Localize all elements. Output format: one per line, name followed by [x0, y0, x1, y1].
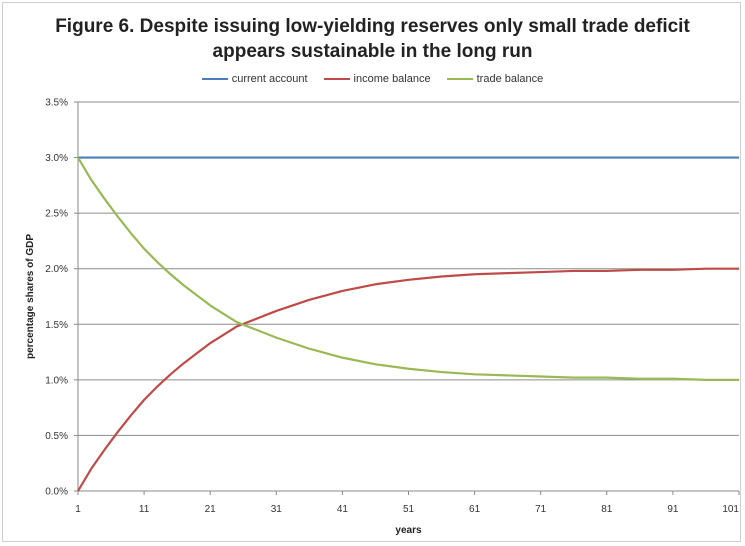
legend-item-current-account: current account	[201, 73, 308, 85]
y-tick-label: 3.5%	[45, 98, 68, 109]
x-tick-label: 71	[535, 504, 547, 515]
series-lines	[77, 156, 739, 492]
legend-swatch-current-account	[201, 78, 228, 80]
x-tick-label: 41	[337, 504, 349, 515]
y-tick-label: 0.0%	[45, 487, 68, 498]
x-tick-label: 81	[601, 504, 613, 515]
series-line-income-balance	[77, 267, 739, 492]
legend-item-income-balance: income balance	[323, 73, 431, 85]
gridlines	[78, 101, 739, 436]
x-tick-label: 21	[205, 504, 217, 515]
legend-swatch-income-balance	[323, 78, 350, 80]
legend-label-trade-balance: trade balance	[476, 73, 544, 85]
x-tick-label: 11	[139, 504, 150, 515]
chart-title-line-1: Figure 6. Despite issuing low-yielding r…	[55, 16, 690, 37]
x-tick-label: 101	[722, 504, 739, 515]
y-tick-label: 1.5%	[45, 320, 68, 331]
x-tick-label: 31	[271, 504, 283, 515]
y-tick-label: 0.5%	[45, 431, 68, 442]
series-line-trade-balance	[77, 157, 739, 381]
y-tick-label: 2.5%	[45, 209, 68, 220]
chart-title-line-2: appears sustainable in the long run	[212, 41, 533, 62]
legend-swatch-trade-balance	[446, 78, 473, 80]
tick-labels: 0.0%0.5%1.0%1.5%2.0%2.5%3.0%3.5%1 11 21 31 4…	[45, 98, 739, 516]
chart-title: Figure 6. Despite issuing low-yielding r…	[0, 14, 745, 64]
legend-label-current-account: current account	[231, 73, 308, 85]
x-axis-title: years	[395, 525, 422, 536]
x-tick-label: 51	[403, 504, 415, 515]
y-tick-label: 2.0%	[45, 264, 68, 275]
axes	[74, 101, 740, 495]
x-tick-label: 61	[469, 504, 481, 515]
y-axis-title: percentage shares of GDP	[25, 234, 36, 359]
x-tick-label: 91	[667, 504, 679, 515]
x-tick-label: 1	[75, 504, 81, 515]
chart-legend: current account income balance trade bal…	[0, 73, 745, 85]
y-tick-label: 1.0%	[45, 375, 68, 386]
legend-label-income-balance: income balance	[353, 73, 431, 85]
legend-item-trade-balance: trade balance	[446, 73, 544, 85]
y-tick-label: 3.0%	[45, 153, 68, 164]
